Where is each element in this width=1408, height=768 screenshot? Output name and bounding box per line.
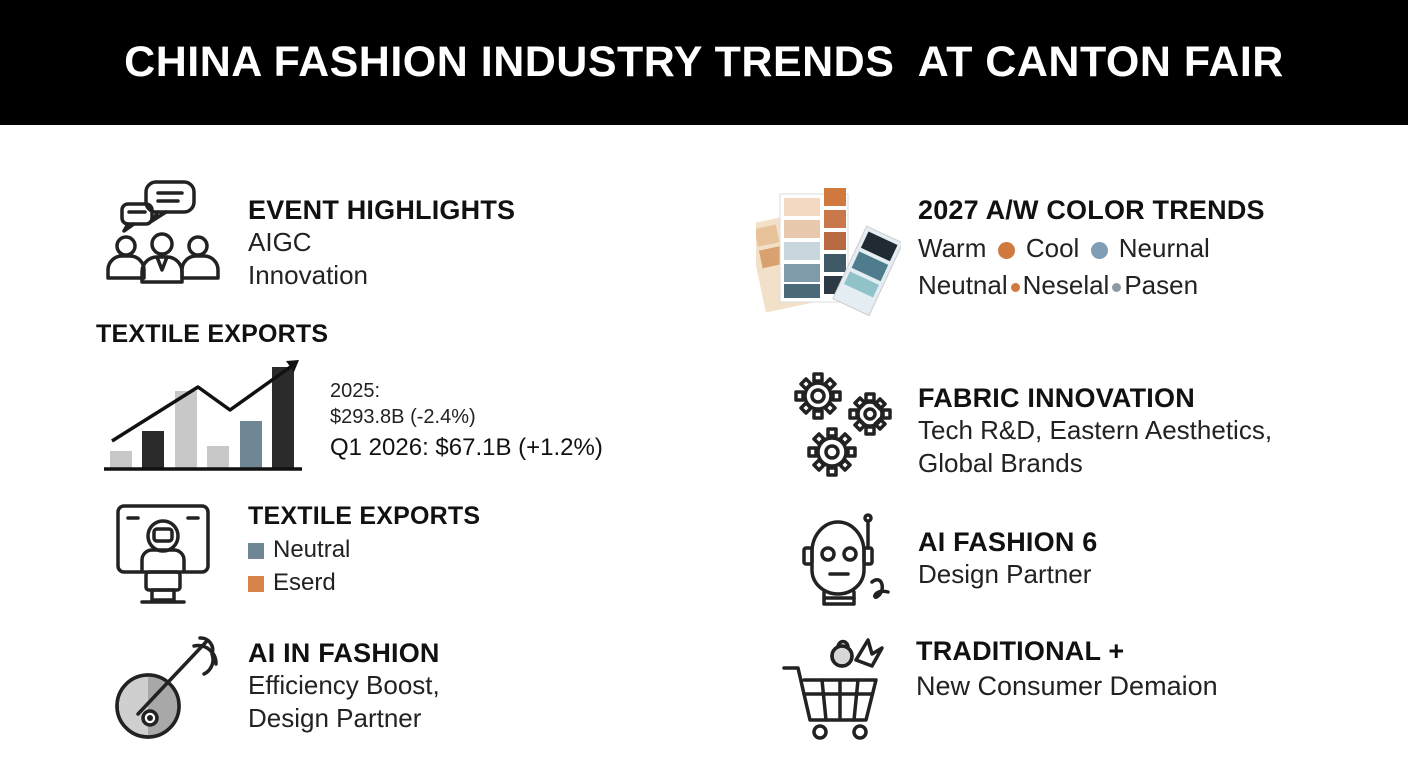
color-label-neutnal: Neutnal bbox=[918, 270, 1008, 300]
color-label-neselal: Neselal bbox=[1022, 270, 1110, 300]
gears-icon bbox=[794, 372, 892, 477]
ai-fashion-6: AI FASHION 6 Design Partner bbox=[918, 527, 1097, 591]
color-swatch-icon bbox=[756, 188, 901, 317]
traditional-title: TRADITIONAL + bbox=[916, 636, 1125, 666]
legend-label-neutral: Neutral bbox=[273, 536, 351, 563]
fabric-innovation: FABRIC INNOVATION Tech R&D, Eastern Aest… bbox=[918, 383, 1272, 480]
shopping-cart-icon bbox=[782, 638, 884, 740]
event-highlights: EVENT HIGHLIGHTS AIGC Innovation bbox=[248, 195, 515, 292]
ai-fashion-6-title: AI FASHION 6 bbox=[918, 527, 1098, 557]
legend-item-eserd: Eserd bbox=[248, 566, 480, 599]
stat-q1-2026: Q1 2026: $67.1B (+1.2%) bbox=[330, 434, 603, 461]
ai-fashion-6-line1: Design Partner bbox=[918, 559, 1092, 589]
color-dot-neselal bbox=[1112, 282, 1122, 292]
legend-swatch-neutral bbox=[248, 542, 264, 559]
robot-monitor-icon bbox=[116, 504, 210, 604]
color-trends: 2027 A/W COLOR TRENDS Warm Cool Neurnal … bbox=[918, 195, 1265, 303]
textile-exports-legend-block: TEXTILE EXPORTS Neutral Eserd bbox=[248, 502, 480, 599]
event-highlights-title: EVENT HIGHLIGHTS bbox=[248, 195, 516, 225]
ai-in-fashion-line2: Design Partner bbox=[248, 703, 422, 733]
needle-thread-icon bbox=[115, 636, 218, 739]
traditional-consumer: TRADITIONAL + New Consumer Demaion bbox=[916, 636, 1218, 705]
fabric-innovation-line2: Global Brands bbox=[918, 448, 1083, 478]
robot-head-icon bbox=[802, 513, 890, 606]
fabric-innovation-title: FABRIC INNOVATION bbox=[918, 383, 1195, 413]
people-chat-icon bbox=[106, 180, 220, 284]
textile-exports-title: TEXTILE EXPORTS bbox=[96, 320, 329, 348]
color-dot-warm bbox=[997, 241, 1015, 259]
color-label-warm: Warm bbox=[918, 233, 987, 263]
bar-chart-trend-icon bbox=[104, 360, 302, 471]
header-bar: CHINA FASHION INDUSTRY TRENDS AT CANTON … bbox=[0, 0, 1408, 125]
event-highlights-line2: Innovation bbox=[248, 260, 368, 290]
legend-item-neutral: Neutral bbox=[248, 533, 480, 566]
color-trends-row2: Neutnal Neselal Pasen bbox=[918, 267, 1265, 303]
color-label-neurnal: Neurnal bbox=[1118, 233, 1210, 263]
textile-exports-stats: 2025: $293.8B (-2.4%) Q1 2026: $67.1B (+… bbox=[330, 378, 603, 466]
page-title: CHINA FASHION INDUSTRY TRENDS AT CANTON … bbox=[124, 38, 1284, 86]
stat-2025-value: $293.8B (-2.4%) bbox=[330, 406, 476, 428]
legend-swatch-eserd bbox=[248, 575, 264, 592]
stat-2025-label: 2025: bbox=[330, 380, 381, 402]
fabric-innovation-line1: Tech R&D, Eastern Aesthetics, bbox=[918, 415, 1273, 445]
color-trends-title: 2027 A/W COLOR TRENDS bbox=[918, 195, 1265, 225]
color-trends-row1: Warm Cool Neurnal bbox=[918, 229, 1265, 267]
event-highlights-line1: AIGC bbox=[248, 227, 312, 257]
color-dot-neutnal bbox=[1010, 282, 1020, 292]
ai-in-fashion-title: AI IN FASHION bbox=[248, 638, 440, 668]
traditional-line1: New Consumer Demaion bbox=[916, 671, 1218, 701]
color-label-cool: Cool bbox=[1025, 233, 1080, 263]
color-label-pasen: Pasen bbox=[1124, 270, 1199, 300]
textile-exports-2-title: TEXTILE EXPORTS bbox=[248, 502, 481, 530]
color-dot-cool bbox=[1090, 241, 1108, 259]
legend-label-eserd: Eserd bbox=[273, 569, 336, 596]
ai-in-fashion-line1: Efficiency Boost, bbox=[248, 670, 440, 700]
ai-in-fashion: AI IN FASHION Efficiency Boost, Design P… bbox=[248, 638, 440, 735]
